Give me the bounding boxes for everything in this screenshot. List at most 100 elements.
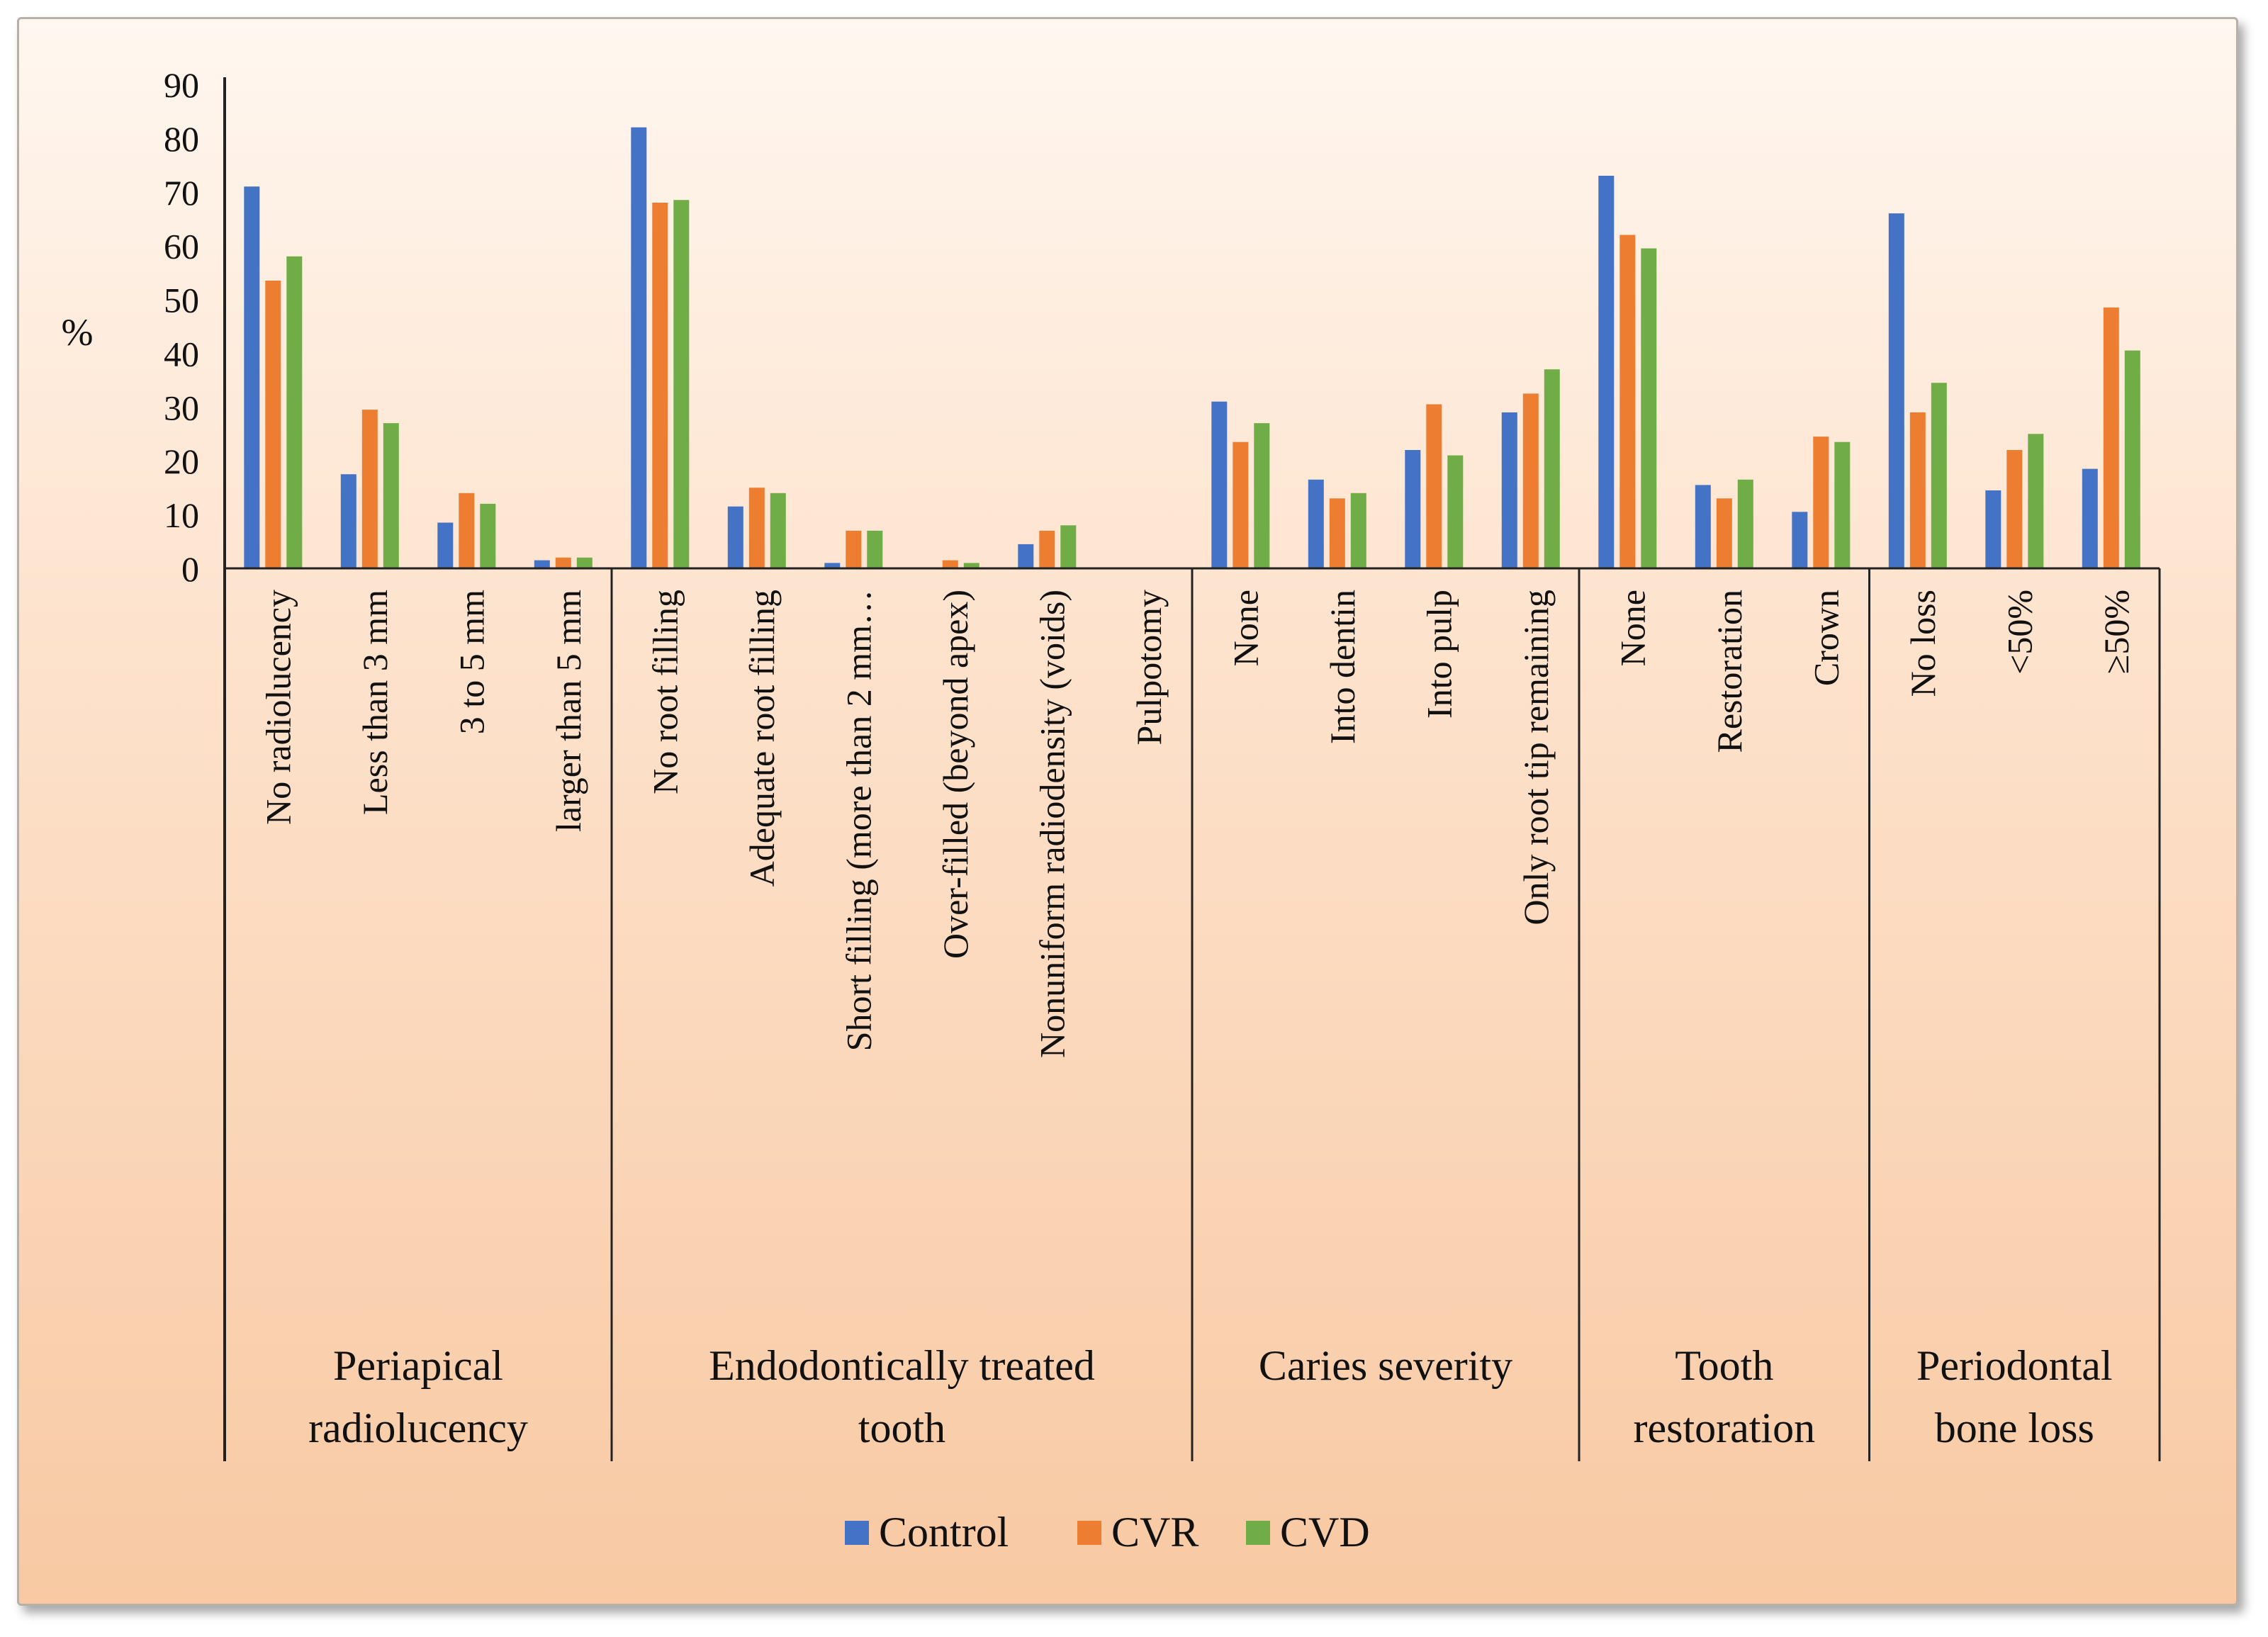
bar-cvr-5 <box>748 488 765 568</box>
category-label: Into dentin <box>1323 590 1362 744</box>
legend-swatch-cvr <box>1077 1521 1101 1545</box>
group-label: restoration <box>1634 1405 1816 1451</box>
bar-cvd-16 <box>1834 441 1851 568</box>
category-label: larger than 5 mm <box>549 590 588 832</box>
legend-swatch-control <box>845 1521 869 1545</box>
group-label: Periodontal <box>1916 1342 2113 1389</box>
category-label: No root filling <box>645 590 685 794</box>
bar-cvr-14 <box>1619 235 1636 568</box>
category-label: 3 to 5 mm <box>451 590 491 734</box>
y-tick-label: 0 <box>181 549 199 589</box>
bar-chart: 0 10 20 30 40 50 60 70 80 90% No radiolucency Less… <box>62 65 2161 1556</box>
bar-control-2 <box>437 522 454 568</box>
group-label: Tooth <box>1675 1342 1773 1389</box>
bar-cvd-4 <box>673 200 690 568</box>
bar-cvd-13 <box>1544 369 1560 568</box>
bar-cvr-8 <box>1039 530 1055 568</box>
group-label: radiolucency <box>308 1405 528 1451</box>
legend-label-control: Control <box>879 1509 1009 1556</box>
category-label: Into pulp <box>1419 590 1459 719</box>
group-label: tooth <box>858 1405 945 1451</box>
category-label: Nonuniform radiodensity (voids) <box>1032 590 1072 1058</box>
category-label: Short filling (more than 2 mm… <box>838 590 878 1051</box>
category-label: No radiolucency <box>258 590 298 825</box>
bar-cvd-18 <box>2028 434 2044 568</box>
category-label: Restoration <box>1710 590 1749 753</box>
bar-cvd-5 <box>770 493 786 568</box>
bar-cvd-6 <box>867 530 883 568</box>
bar-cvd-11 <box>1350 493 1366 568</box>
bar-cvr-7 <box>942 560 958 568</box>
category-label: Over-filled (beyond apex) <box>936 590 975 959</box>
bar-control-17 <box>1888 213 1904 568</box>
bar-cvd-2 <box>480 503 496 568</box>
y-tick-label: 80 <box>164 119 199 159</box>
category-label: <50% <box>1999 590 2039 675</box>
category-label: Pulpotomy <box>1129 590 1169 745</box>
y-tick-label: 10 <box>164 495 199 535</box>
bar-cvd-10 <box>1254 423 1270 568</box>
bar-cvr-0 <box>265 281 281 568</box>
bar-cvd-3 <box>576 557 593 568</box>
bar-cvr-4 <box>652 203 668 568</box>
bar-control-8 <box>1018 544 1034 568</box>
group-label: bone loss <box>1935 1405 2094 1451</box>
y-tick-label: 20 <box>164 441 199 481</box>
category-label: ≥50% <box>2096 590 2136 674</box>
bar-control-3 <box>534 560 550 568</box>
bar-cvr-10 <box>1233 441 1249 568</box>
bar-control-19 <box>2082 468 2098 568</box>
category-label: Crown <box>1806 590 1846 686</box>
y-tick-label: 70 <box>164 173 199 213</box>
bar-cvd-8 <box>1060 525 1077 568</box>
bar-cvr-12 <box>1426 404 1442 568</box>
y-tick-label: 40 <box>164 334 199 373</box>
group-label: Caries severity <box>1259 1342 1512 1389</box>
bar-cvr-15 <box>1716 498 1732 568</box>
bar-cvd-12 <box>1447 455 1464 568</box>
category-label: Adequate root filling <box>742 590 782 887</box>
y-tick-label: 60 <box>164 227 199 266</box>
y-tick-label: 50 <box>164 281 199 320</box>
bar-control-13 <box>1501 412 1517 568</box>
bar-cvr-17 <box>1909 412 1926 568</box>
category-label: No loss <box>1903 590 1943 697</box>
bar-control-1 <box>340 474 357 568</box>
group-label: Endodontically treated <box>709 1342 1095 1389</box>
bar-control-15 <box>1695 485 1711 568</box>
bar-cvr-18 <box>2006 450 2023 568</box>
bar-cvr-3 <box>555 557 571 568</box>
bar-cvd-19 <box>2124 350 2140 568</box>
category-label: None <box>1225 590 1265 666</box>
legend-swatch-cvd <box>1246 1521 1270 1545</box>
bar-cvr-6 <box>846 530 862 568</box>
bar-cvd-7 <box>963 563 979 568</box>
category-label: Less than 3 mm <box>355 590 395 815</box>
bar-control-5 <box>727 506 743 568</box>
bar-cvd-1 <box>383 423 399 568</box>
bar-control-11 <box>1308 479 1324 568</box>
category-label: Only root tip remaining <box>1516 590 1556 926</box>
category-label: None <box>1612 590 1652 666</box>
chart-frame: 0 10 20 30 40 50 60 70 80 90% No radiolucency Less… <box>17 17 2238 1606</box>
bar-cvr-16 <box>1813 437 1829 568</box>
bar-cvd-0 <box>286 256 303 568</box>
bar-cvd-14 <box>1641 248 1657 568</box>
bar-cvr-19 <box>2103 307 2119 568</box>
bar-cvr-11 <box>1329 498 1345 568</box>
bar-cvd-15 <box>1737 479 1753 568</box>
bar-cvd-17 <box>1931 383 1947 568</box>
bar-control-12 <box>1405 450 1421 568</box>
y-tick-label: 30 <box>164 388 199 427</box>
bar-control-14 <box>1598 176 1615 568</box>
bar-control-6 <box>824 563 841 568</box>
y-tick-label: 90 <box>164 65 199 105</box>
bar-control-4 <box>631 127 647 568</box>
y-axis-label: % <box>62 311 94 354</box>
bar-cvr-13 <box>1522 393 1539 568</box>
bar-control-0 <box>244 186 260 568</box>
legend-label-cvr: CVR <box>1111 1509 1198 1556</box>
group-label: Periapical <box>333 1342 503 1389</box>
bar-cvr-1 <box>361 410 378 568</box>
bar-control-18 <box>1985 490 2002 568</box>
